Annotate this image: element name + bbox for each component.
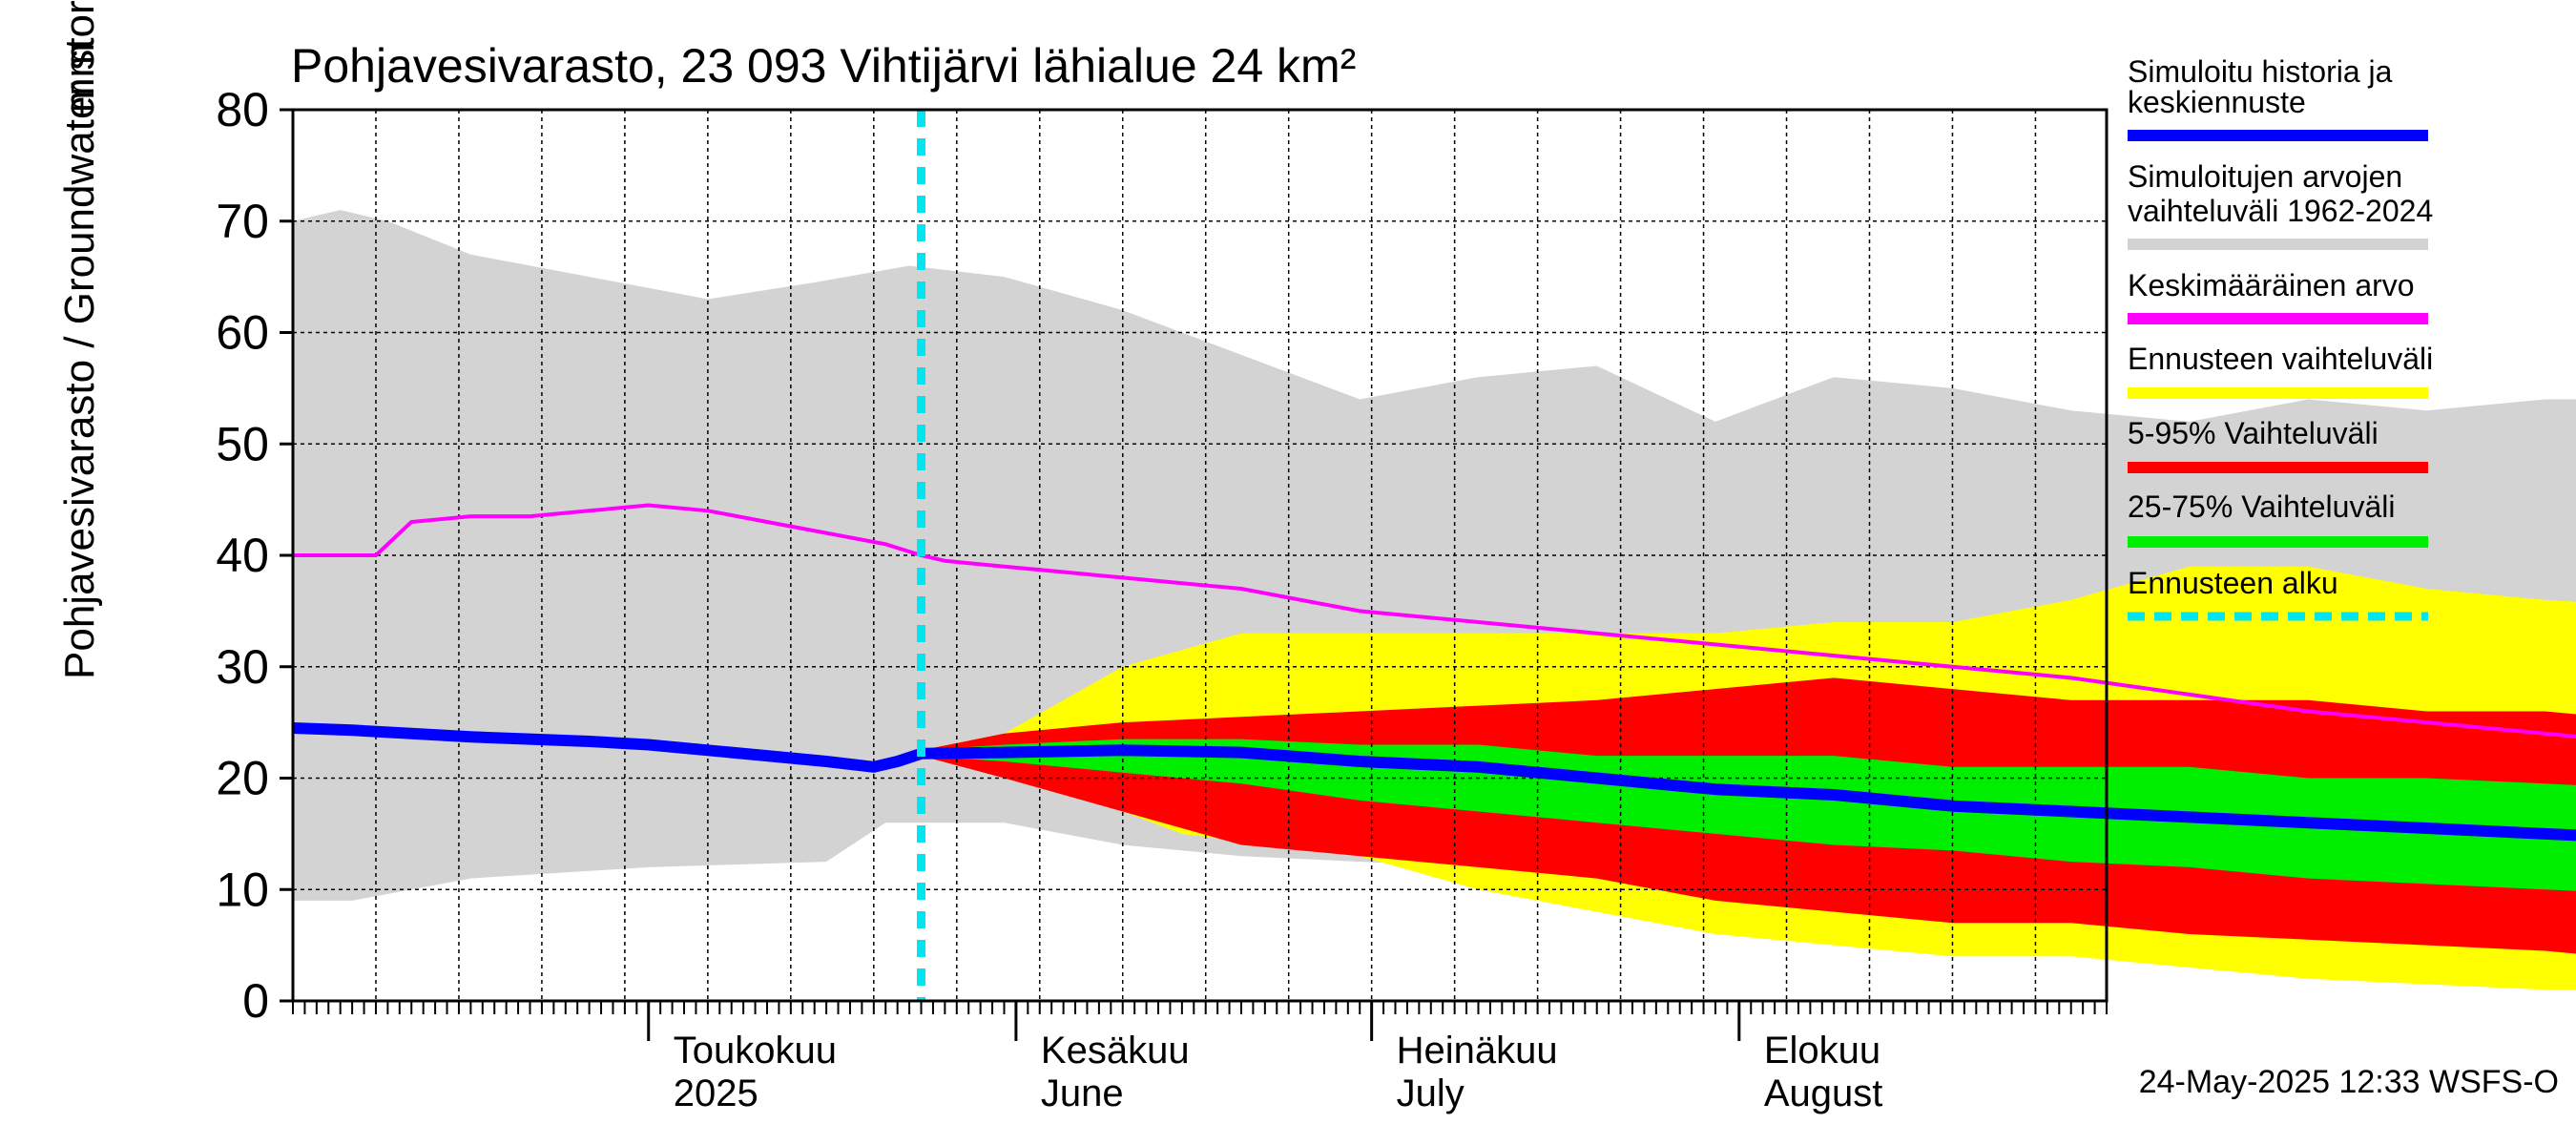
y-axis-label: Pohjavesivarasto / Groundwater storage: [56, 0, 103, 679]
footer-timestamp: 24-May-2025 12:33 WSFS-O: [2139, 1064, 2559, 1100]
legend-label-line2: keskiennuste: [2128, 85, 2306, 119]
chart-title: Pohjavesivarasto, 23 093 Vihtijärvi lähi…: [291, 39, 1356, 93]
y-tick-label: 70: [216, 195, 269, 248]
legend-label: Ennusteen vaihteluväli: [2128, 342, 2433, 376]
grid-lines: [293, 110, 2107, 1001]
y-tick-label: 80: [216, 83, 269, 136]
y-tick-label: 10: [216, 863, 269, 916]
x-month-sublabel: June: [1041, 1072, 1124, 1114]
y-tick-label: 30: [216, 640, 269, 694]
legend-label: Simuloitujen arvojen: [2128, 159, 2402, 194]
y-tick-label: 0: [242, 974, 269, 1028]
legend-label: 25-75% Vaihteluväli: [2128, 489, 2395, 524]
legend-label: Simuloitu historia ja: [2128, 54, 2393, 89]
x-month-sublabel: August: [1764, 1072, 1883, 1114]
forecast-bands: [293, 210, 2576, 990]
simulated-history-line: [292, 722, 2576, 842]
legend-label: 5-95% Vaihteluväli: [2128, 416, 2379, 450]
y-tick-label: 40: [216, 529, 269, 582]
x-month-label: Kesäkuu: [1041, 1030, 1190, 1072]
y-tick-label: 20: [216, 752, 269, 805]
x-month-label: Elokuu: [1764, 1030, 1880, 1072]
legend-label: Ennusteen alku: [2128, 566, 2338, 600]
y-tick-label: 60: [216, 306, 269, 360]
p25-75-band: [921, 739, 2576, 891]
legend-label: Keskimääräinen arvo: [2128, 268, 2415, 302]
mean-line: [293, 503, 2576, 739]
series-lines: [292, 110, 2576, 1001]
x-month-sublabel: July: [1397, 1072, 1465, 1114]
x-month-sublabel: 2025: [674, 1072, 758, 1114]
x-month-label: Toukokuu: [674, 1030, 837, 1072]
x-month-label: Heinäkuu: [1397, 1030, 1558, 1072]
y-tick-label: 50: [216, 417, 269, 470]
y-axis-unit: mm: [56, 43, 103, 113]
legend-label-line2: vaihteluväli 1962-2024: [2128, 194, 2433, 228]
